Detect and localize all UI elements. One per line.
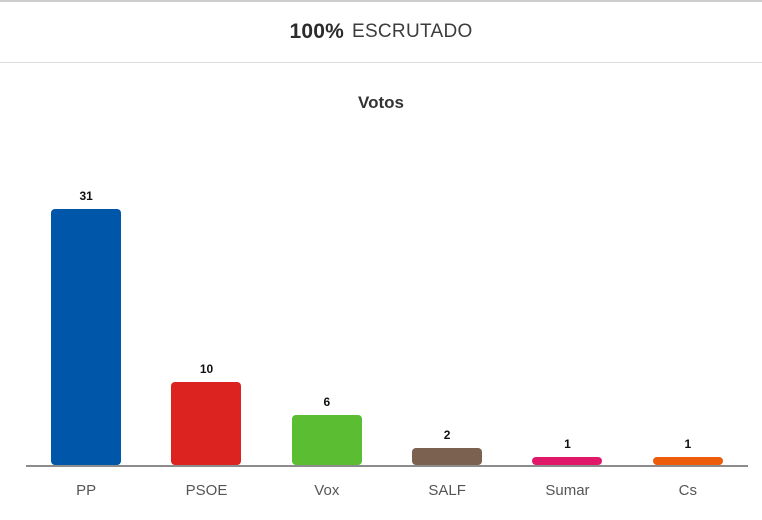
bar-column: 31: [26, 189, 146, 465]
bar-column: 6: [267, 395, 387, 465]
party-bar-sumar: [532, 457, 603, 465]
bar-column: 1: [507, 437, 627, 465]
category-label-salf: SALF: [428, 482, 466, 499]
bar-column: 10: [146, 362, 266, 465]
bar-value-label: 2: [443, 428, 451, 442]
category-label-psoe: PSOE: [185, 482, 228, 499]
party-bar-cs: [652, 457, 723, 465]
bar-value-label: 10: [199, 362, 214, 376]
category-label-sumar: Sumar: [545, 482, 590, 499]
bar-value-label: 1: [564, 437, 571, 451]
category-label-vox: Vox: [314, 482, 340, 499]
category-label-cs: Cs: [678, 482, 697, 499]
party-bar-vox: [291, 415, 362, 465]
scrutiny-percent: 100%: [289, 20, 344, 43]
bar-value-label: 6: [323, 395, 331, 409]
bar-value-label: 31: [79, 189, 93, 203]
chart-title: Votos: [358, 93, 404, 112]
party-bar-pp: [51, 209, 122, 465]
party-bar-psoe: [171, 382, 242, 465]
bar-column: 1: [628, 437, 748, 465]
scrutiny-header: 100% ESCRUTADO: [0, 2, 762, 63]
bars-area: 31 10 6 2 1 1: [26, 175, 748, 465]
bar-value-label: 1: [684, 437, 692, 451]
category-labels-row: PP PSOE Vox SALF Sumar Cs: [26, 482, 748, 499]
bar-column: 2: [387, 428, 507, 465]
party-bar-salf: [412, 448, 483, 465]
category-label-pp: PP: [76, 482, 97, 499]
bar-chart: 31 10 6 2 1 1 PP PSOE Vox SALF Sumar Cs: [26, 175, 748, 499]
scrutiny-label: ESCRUTADO: [351, 21, 473, 42]
x-axis-line: [26, 465, 748, 467]
